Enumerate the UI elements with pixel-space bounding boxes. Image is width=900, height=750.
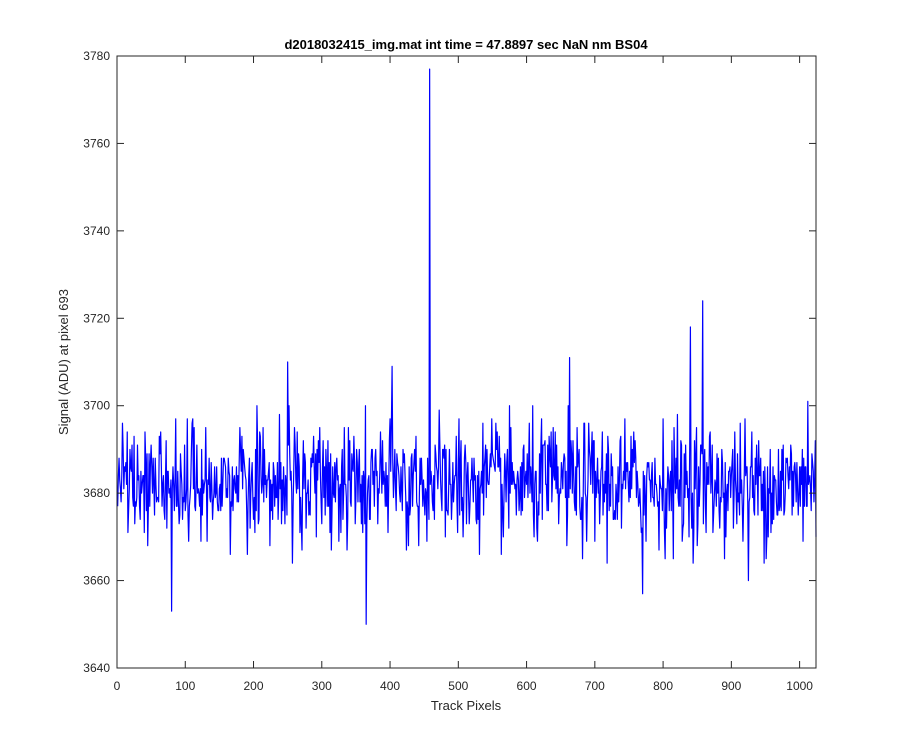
y-tick-label: 3760	[83, 136, 110, 150]
x-tick-label: 500	[448, 679, 468, 693]
x-tick-label: 1000	[786, 679, 813, 693]
y-tick-label: 3680	[83, 486, 110, 500]
x-tick-label: 900	[721, 679, 741, 693]
x-axis-label: Track Pixels	[431, 698, 502, 713]
signal-series-line	[117, 68, 817, 625]
x-tick-label: 200	[244, 679, 264, 693]
series-layer	[117, 68, 817, 625]
x-tick-label: 600	[517, 679, 537, 693]
ticks: 0 100 200 300 400 500 600 700 800 900 1000 3640 3660…	[83, 49, 816, 693]
y-tick-label: 3740	[83, 224, 110, 238]
chart-title: d2018032415_img.mat int time = 47.8897 s…	[284, 37, 648, 52]
y-tick-label: 3720	[83, 311, 110, 325]
x-tick-label: 400	[380, 679, 400, 693]
y-tick-label: 3780	[83, 49, 110, 63]
y-axis-label: Signal (ADU) at pixel 693	[56, 289, 71, 435]
y-tick-label: 3660	[83, 574, 110, 588]
x-tick-label: 700	[585, 679, 605, 693]
axes-box	[116, 55, 817, 669]
plot-area	[117, 56, 816, 668]
x-tick-label: 300	[312, 679, 332, 693]
x-tick-label: 100	[175, 679, 195, 693]
x-tick-label: 0	[114, 679, 121, 693]
y-tick-label: 3700	[83, 399, 110, 413]
y-tick-label: 3640	[83, 661, 110, 675]
x-tick-label: 800	[653, 679, 673, 693]
